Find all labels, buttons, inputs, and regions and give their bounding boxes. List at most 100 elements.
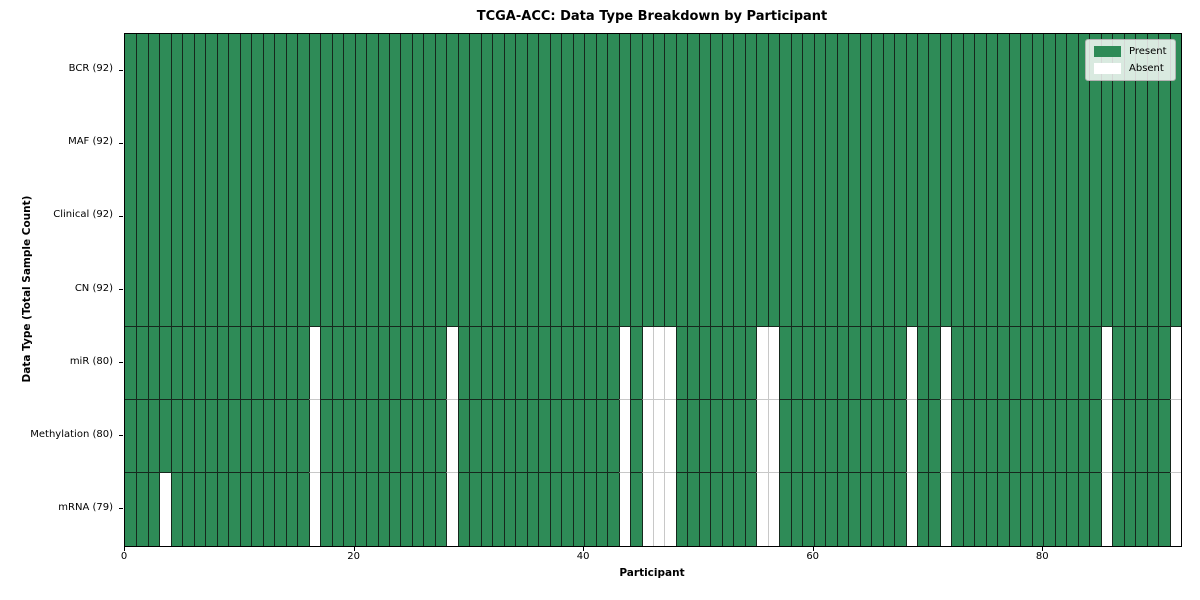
heatmap-cell (182, 472, 195, 547)
heatmap-cell (251, 472, 264, 547)
heatmap-cell (423, 180, 436, 254)
heatmap-cell (193, 180, 206, 254)
heatmap-cell (526, 180, 539, 254)
heatmap-cell (997, 34, 1010, 108)
heatmap-cell (1020, 107, 1033, 181)
heatmap-cell (1100, 399, 1113, 474)
heatmap-cell (951, 180, 964, 254)
heatmap-cell (205, 472, 218, 547)
heatmap-cell (1066, 399, 1079, 474)
heatmap-cell (170, 399, 183, 474)
heatmap-cell (480, 399, 493, 474)
heatmap-cell (802, 180, 815, 254)
heatmap-cell (1100, 253, 1113, 328)
heatmap-cell (767, 399, 780, 474)
heatmap-cell (515, 399, 528, 474)
heatmap-cell (997, 253, 1010, 328)
heatmap-cell (882, 180, 895, 254)
heatmap-cell (308, 326, 321, 401)
heatmap-cell (136, 253, 149, 328)
heatmap-cell (216, 253, 229, 328)
heatmap-cell (297, 34, 310, 108)
heatmap-cell (389, 326, 401, 401)
heatmap-cell (974, 399, 987, 474)
heatmap-cell (411, 180, 424, 254)
heatmap-cell (423, 326, 436, 401)
heatmap-cell (641, 180, 654, 254)
heatmap-cell (239, 399, 252, 474)
heatmap-cell (354, 180, 367, 254)
heatmap-cell (905, 399, 918, 474)
heatmap-cell (1100, 326, 1113, 401)
heatmap-cell (274, 107, 287, 181)
heatmap-cell (377, 399, 390, 474)
heatmap-cell (687, 34, 700, 108)
heatmap-cell (561, 34, 574, 108)
heatmap-cell (354, 326, 367, 401)
plot-cells (125, 34, 1182, 547)
heatmap-cell (905, 253, 918, 328)
heatmap-cell (193, 253, 206, 328)
heatmap-cell (698, 34, 711, 108)
heatmap-cell (492, 34, 505, 108)
heatmap-cell (251, 180, 264, 254)
heatmap-cell (297, 326, 310, 401)
heatmap-cell (366, 326, 378, 401)
heatmap-cell (434, 253, 447, 328)
heatmap-cell (756, 326, 769, 401)
heatmap-cell (1020, 34, 1033, 108)
heatmap-cell (962, 34, 975, 108)
heatmap-cell (377, 107, 390, 181)
heatmap-cell (549, 472, 562, 547)
heatmap-cell (664, 472, 677, 547)
heatmap-cell (469, 253, 482, 328)
legend-swatch-absent-icon (1094, 63, 1121, 74)
heatmap-cell (308, 107, 321, 181)
heatmap-cell (193, 34, 206, 108)
heatmap-cell (561, 180, 574, 254)
chart-title: TCGA-ACC: Data Type Breakdown by Partici… (476, 9, 828, 24)
heatmap-cell (928, 180, 941, 254)
heatmap-cell (1146, 399, 1159, 474)
heatmap-cell (744, 326, 757, 401)
heatmap-cell (962, 326, 975, 401)
x-axis-tick-label: 20 (347, 551, 360, 562)
heatmap-cell (1043, 34, 1056, 108)
heatmap-cell (538, 107, 551, 181)
heatmap-cell (721, 34, 734, 108)
heatmap-cell (985, 399, 998, 474)
heatmap-cell (538, 472, 551, 547)
heatmap-cell (951, 34, 964, 108)
heatmap-cell (503, 472, 516, 547)
heatmap-cell (320, 34, 333, 108)
heatmap-cell (928, 399, 941, 474)
y-axis-tick-label: mRNA (79) (58, 501, 113, 513)
heatmap-cell (182, 180, 195, 254)
heatmap-cell (125, 472, 137, 547)
heatmap-cell (297, 107, 310, 181)
heatmap-cell (1066, 326, 1079, 401)
heatmap-cell (584, 34, 597, 108)
heatmap-cell (894, 253, 906, 328)
heatmap-cell (1158, 326, 1170, 401)
heatmap-cell (653, 253, 665, 328)
heatmap-cell (1135, 107, 1148, 181)
heatmap-cell (894, 180, 906, 254)
heatmap-cell (1031, 399, 1044, 474)
heatmap-cell (1043, 399, 1056, 474)
heatmap-cell (561, 399, 574, 474)
heatmap-cell (779, 326, 792, 401)
heatmap-cell (377, 326, 390, 401)
heatmap-cell (331, 180, 344, 254)
heatmap-cell (1043, 107, 1056, 181)
heatmap-cell (1020, 180, 1033, 254)
heatmap-cell (1008, 472, 1021, 547)
heatmap-cell (572, 326, 585, 401)
heatmap-cell (228, 34, 241, 108)
heatmap-cell (641, 253, 654, 328)
heatmap-cell (1054, 253, 1067, 328)
heatmap-cell (733, 472, 746, 547)
heatmap-cell (239, 253, 252, 328)
heatmap-cell (848, 107, 861, 181)
heatmap-cell (457, 326, 470, 401)
